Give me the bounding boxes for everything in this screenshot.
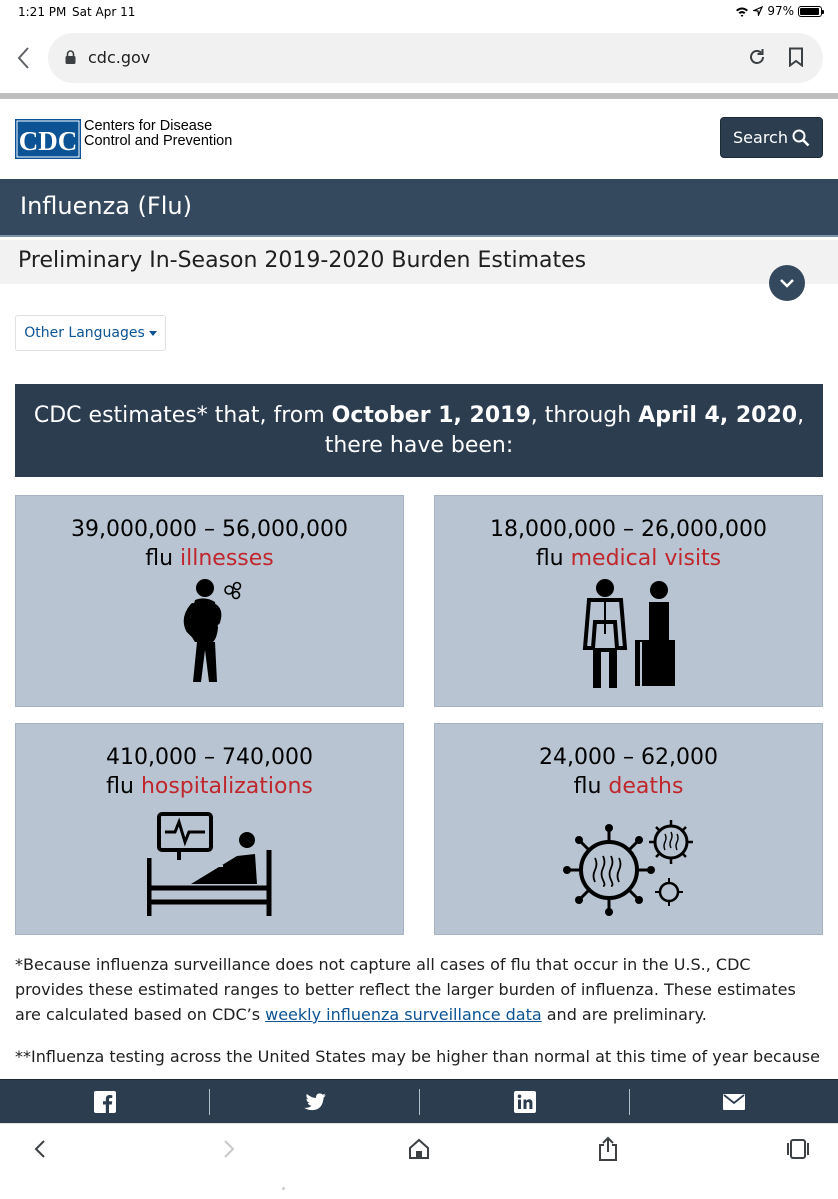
hospitalizations-prefix: flu	[106, 774, 141, 799]
url-text[interactable]: cdc.gov	[88, 48, 151, 67]
banner-line2: there have been:	[324, 433, 514, 458]
lock-icon	[65, 50, 76, 64]
share-facebook[interactable]	[0, 1080, 209, 1124]
email-icon	[723, 1094, 745, 1110]
status-time: 1:21 PM	[18, 5, 67, 19]
sick-person-icon	[183, 579, 241, 682]
battery-icon	[798, 5, 824, 17]
social-share-bar	[0, 1079, 838, 1123]
agency-name-line2: Control and Prevention	[84, 133, 233, 149]
cdc-logo[interactable]: CDC	[15, 119, 81, 159]
footnote-text-1: *Because influenza surveillance does not…	[15, 955, 796, 1024]
banner-text-3: ,	[797, 403, 805, 428]
tile-hospitalizations: 410,000 – 740,000 flu hospitalizations	[15, 723, 404, 935]
medical-visits-label: flu medical visits	[435, 544, 822, 573]
reload-icon[interactable]	[747, 47, 767, 67]
illnesses-highlight: illnesses	[180, 546, 274, 571]
hospitalizations-range: 410,000 – 740,000	[106, 745, 313, 770]
footnote-text-2: and are preliminary.	[541, 1005, 707, 1024]
status-date: Sat Apr 11	[72, 5, 136, 19]
estimates-banner: CDC estimates* that, from October 1, 201…	[15, 384, 823, 477]
page-subtitle: Preliminary In-Season 2019-2020 Burden E…	[18, 248, 587, 273]
site-header: CDC Centers for Disease Control and Prev…	[0, 99, 838, 179]
subtitle-bar: Preliminary In-Season 2019-2020 Burden E…	[0, 240, 838, 284]
illnesses-range: 39,000,000 – 56,000,000	[71, 517, 348, 542]
page-load-strip	[0, 93, 838, 99]
footnote-surveillance: *Because influenza surveillance does not…	[15, 952, 823, 1027]
deaths-highlight: deaths	[608, 774, 684, 799]
battery-fill	[800, 7, 820, 15]
share-divider	[419, 1089, 420, 1115]
share-email[interactable]	[630, 1080, 838, 1124]
deaths-label: flu deaths	[435, 772, 822, 801]
agency-name-line1: Centers for Disease	[84, 118, 213, 134]
illnesses-prefix: flu	[145, 546, 181, 571]
tile-medical-visits: 18,000,000 – 26,000,000 flu medical visi…	[434, 495, 823, 707]
chevron-down-icon	[780, 279, 794, 288]
cdc-logo-text: CDC	[19, 126, 78, 156]
expand-menu-button[interactable]	[769, 265, 805, 301]
surveillance-data-link[interactable]: weekly influenza surveillance data	[265, 1005, 542, 1024]
nav-forward-icon[interactable]	[222, 1138, 236, 1160]
share-twitter[interactable]	[210, 1080, 419, 1124]
banner-text-1: CDC estimates* that, from	[33, 403, 332, 428]
share-page-icon[interactable]	[597, 1136, 619, 1162]
doctor-patient-icon	[582, 579, 675, 688]
medical-visits-prefix: flu	[535, 546, 571, 571]
tile-deaths: 24,000 – 62,000 flu deaths	[434, 723, 823, 935]
browser-back-icon[interactable]	[14, 46, 34, 70]
footnote-testing: **Influenza testing across the United St…	[15, 1047, 820, 1066]
illnesses-label: flu illnesses	[16, 544, 403, 573]
linkedin-icon	[513, 1091, 536, 1113]
banner-text-2: , through	[530, 403, 639, 428]
share-divider	[209, 1089, 210, 1115]
search-label: Search	[733, 128, 788, 147]
browser-toolbar: cdc.gov	[0, 26, 838, 94]
status-bar: 1:21 PM Sat Apr 11 97%	[0, 0, 838, 26]
status-indicators: 97%	[735, 4, 824, 18]
virus-icon	[562, 820, 693, 916]
tabs-icon[interactable]	[786, 1138, 810, 1160]
scroll-indicator	[282, 1187, 285, 1190]
hospitalizations-highlight: hospitalizations	[140, 774, 313, 799]
banner-date-end: April 4, 2020	[638, 403, 798, 428]
search-icon	[792, 129, 810, 146]
page-title-bar: Influenza (Flu)	[0, 179, 838, 237]
tile-illnesses: 39,000,000 – 56,000,000 flu illnesses	[15, 495, 404, 707]
search-button[interactable]: Search	[720, 117, 823, 158]
hospital-bed-icon	[146, 812, 271, 916]
medical-visits-highlight: medical visits	[570, 546, 722, 571]
facebook-icon	[93, 1091, 116, 1113]
page-title[interactable]: Influenza (Flu)	[20, 192, 192, 220]
home-icon[interactable]	[408, 1138, 430, 1160]
wifi-icon	[736, 7, 749, 17]
agency-name[interactable]: Centers for Disease Control and Preventi…	[84, 119, 232, 149]
medical-visits-range: 18,000,000 – 26,000,000	[490, 517, 767, 542]
deaths-range: 24,000 – 62,000	[539, 745, 718, 770]
banner-line1: CDC estimates* that, from October 1, 201…	[15, 401, 823, 431]
other-languages-dropdown[interactable]: Other Languages	[15, 315, 166, 351]
nav-back-icon[interactable]	[33, 1138, 47, 1160]
caret-down-icon	[148, 330, 157, 336]
banner-date-start: October 1, 2019	[331, 403, 531, 428]
address-bar[interactable]: cdc.gov	[48, 33, 823, 83]
battery-percent: 97%	[767, 4, 794, 18]
deaths-prefix: flu	[573, 774, 609, 799]
browser-bottom-toolbar	[0, 1123, 838, 1199]
bookmark-icon[interactable]	[787, 47, 805, 67]
other-languages-label: Other Languages	[24, 325, 145, 341]
hospitalizations-label: flu hospitalizations	[16, 772, 403, 801]
share-linkedin[interactable]	[420, 1080, 629, 1124]
location-icon	[753, 6, 764, 16]
twitter-icon	[303, 1093, 326, 1111]
share-divider	[629, 1089, 630, 1115]
